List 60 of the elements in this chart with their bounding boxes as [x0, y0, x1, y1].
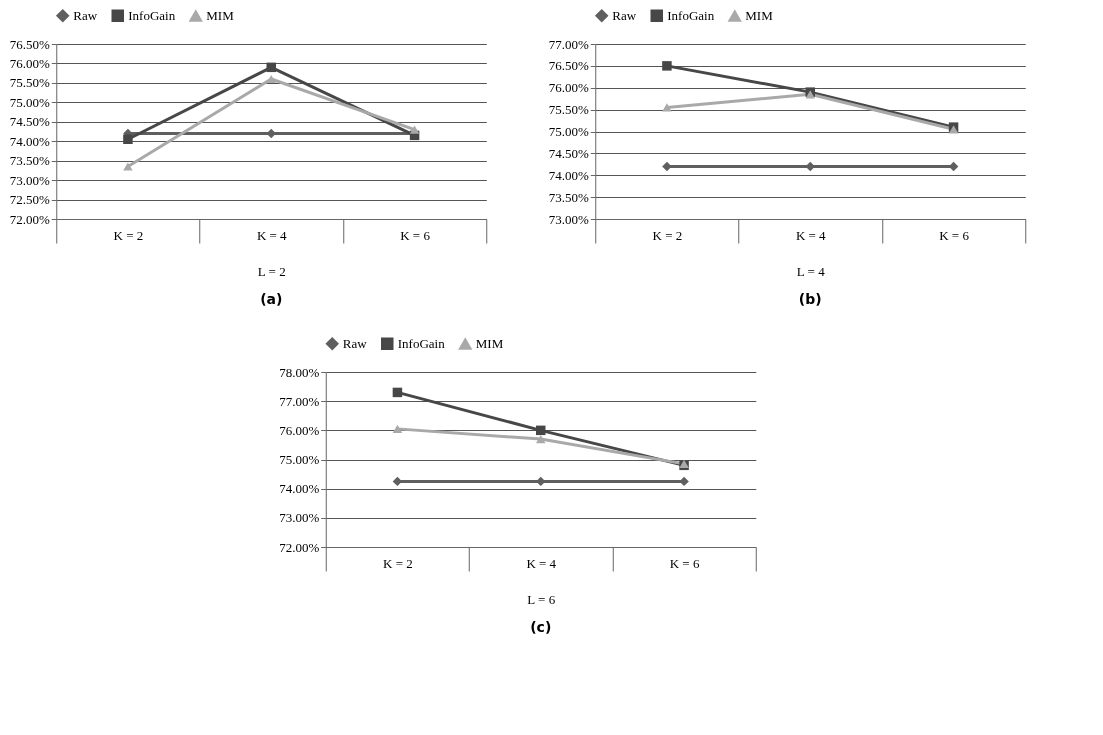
x-tick-label: K = 6	[400, 227, 431, 243]
point	[662, 103, 672, 112]
x-axis-title: L = 2	[257, 264, 286, 279]
y-tick-label: 75.50%	[9, 75, 50, 91]
legend-label: MIM	[206, 8, 235, 24]
x-tick-label: K = 4	[526, 555, 557, 571]
y-tick-label: 73.00%	[279, 510, 320, 526]
y-tick-label: 75.50%	[548, 102, 589, 118]
point	[536, 434, 546, 444]
y-tick-label: 76.00%	[548, 80, 589, 96]
y-tick-label: 77.00%	[279, 393, 320, 409]
x-tick-label: K = 6	[939, 227, 970, 243]
point	[536, 425, 546, 436]
y-tick-label: 74.00%	[548, 167, 589, 183]
y-tick-label: 76.50%	[9, 36, 50, 52]
y-tick-label: 73.50%	[9, 153, 50, 169]
text: (a)	[260, 290, 283, 307]
point	[662, 61, 672, 71]
y-tick-label: 74.00%	[279, 481, 320, 497]
y-tick-label: 75.00%	[9, 94, 50, 110]
y-tick-label: 73.50%	[548, 189, 589, 205]
legend-label: InfoGain	[397, 335, 446, 351]
y-tick-label: 72.00%	[9, 211, 50, 227]
text: (b)	[798, 290, 822, 307]
x-tick-label: K = 2	[652, 227, 683, 243]
x-axis-title: L = 6	[527, 592, 556, 607]
legend-label: MIM	[475, 336, 504, 352]
legend-label: InfoGain	[128, 7, 176, 23]
y-tick-label: 73.00%	[548, 211, 589, 227]
y-tick-label: 74.00%	[9, 133, 50, 149]
legend-label: Raw	[342, 335, 368, 351]
y-tick-label: 74.50%	[9, 114, 50, 130]
point	[392, 387, 403, 398]
y-tick-label: 76.50%	[548, 58, 589, 74]
point	[123, 134, 133, 145]
x-tick-label: K = 6	[669, 555, 700, 571]
y-tick-label: 73.00%	[9, 172, 50, 188]
y-tick-label: 72.50%	[9, 192, 50, 208]
y-tick-label: 72.00%	[279, 539, 320, 555]
legend-label: Raw	[73, 7, 98, 23]
point	[392, 424, 403, 433]
y-tick-label: 76.00%	[279, 422, 320, 438]
y-tick-label: 75.00%	[548, 124, 589, 139]
y-tick-label: 75.00%	[279, 452, 320, 467]
y-tick-label: 77.00%	[548, 36, 589, 52]
point	[266, 62, 276, 73]
point	[123, 162, 133, 171]
x-axis-title: L = 4	[796, 264, 826, 279]
legend-label: Raw	[612, 7, 637, 23]
legend-label: MIM	[745, 8, 774, 24]
y-tick-label: 74.50%	[548, 145, 589, 161]
y-tick-label: 78.00%	[279, 364, 320, 380]
legend-label: InfoGain	[667, 7, 715, 23]
text: (c)	[530, 618, 552, 635]
x-tick-label: K = 2	[383, 555, 413, 571]
y-tick-label: 76.00%	[9, 55, 50, 71]
x-tick-label: K = 4	[256, 227, 288, 243]
x-tick-label: K = 2	[113, 227, 144, 243]
x-tick-label: K = 4	[795, 227, 827, 243]
point	[409, 125, 420, 134]
